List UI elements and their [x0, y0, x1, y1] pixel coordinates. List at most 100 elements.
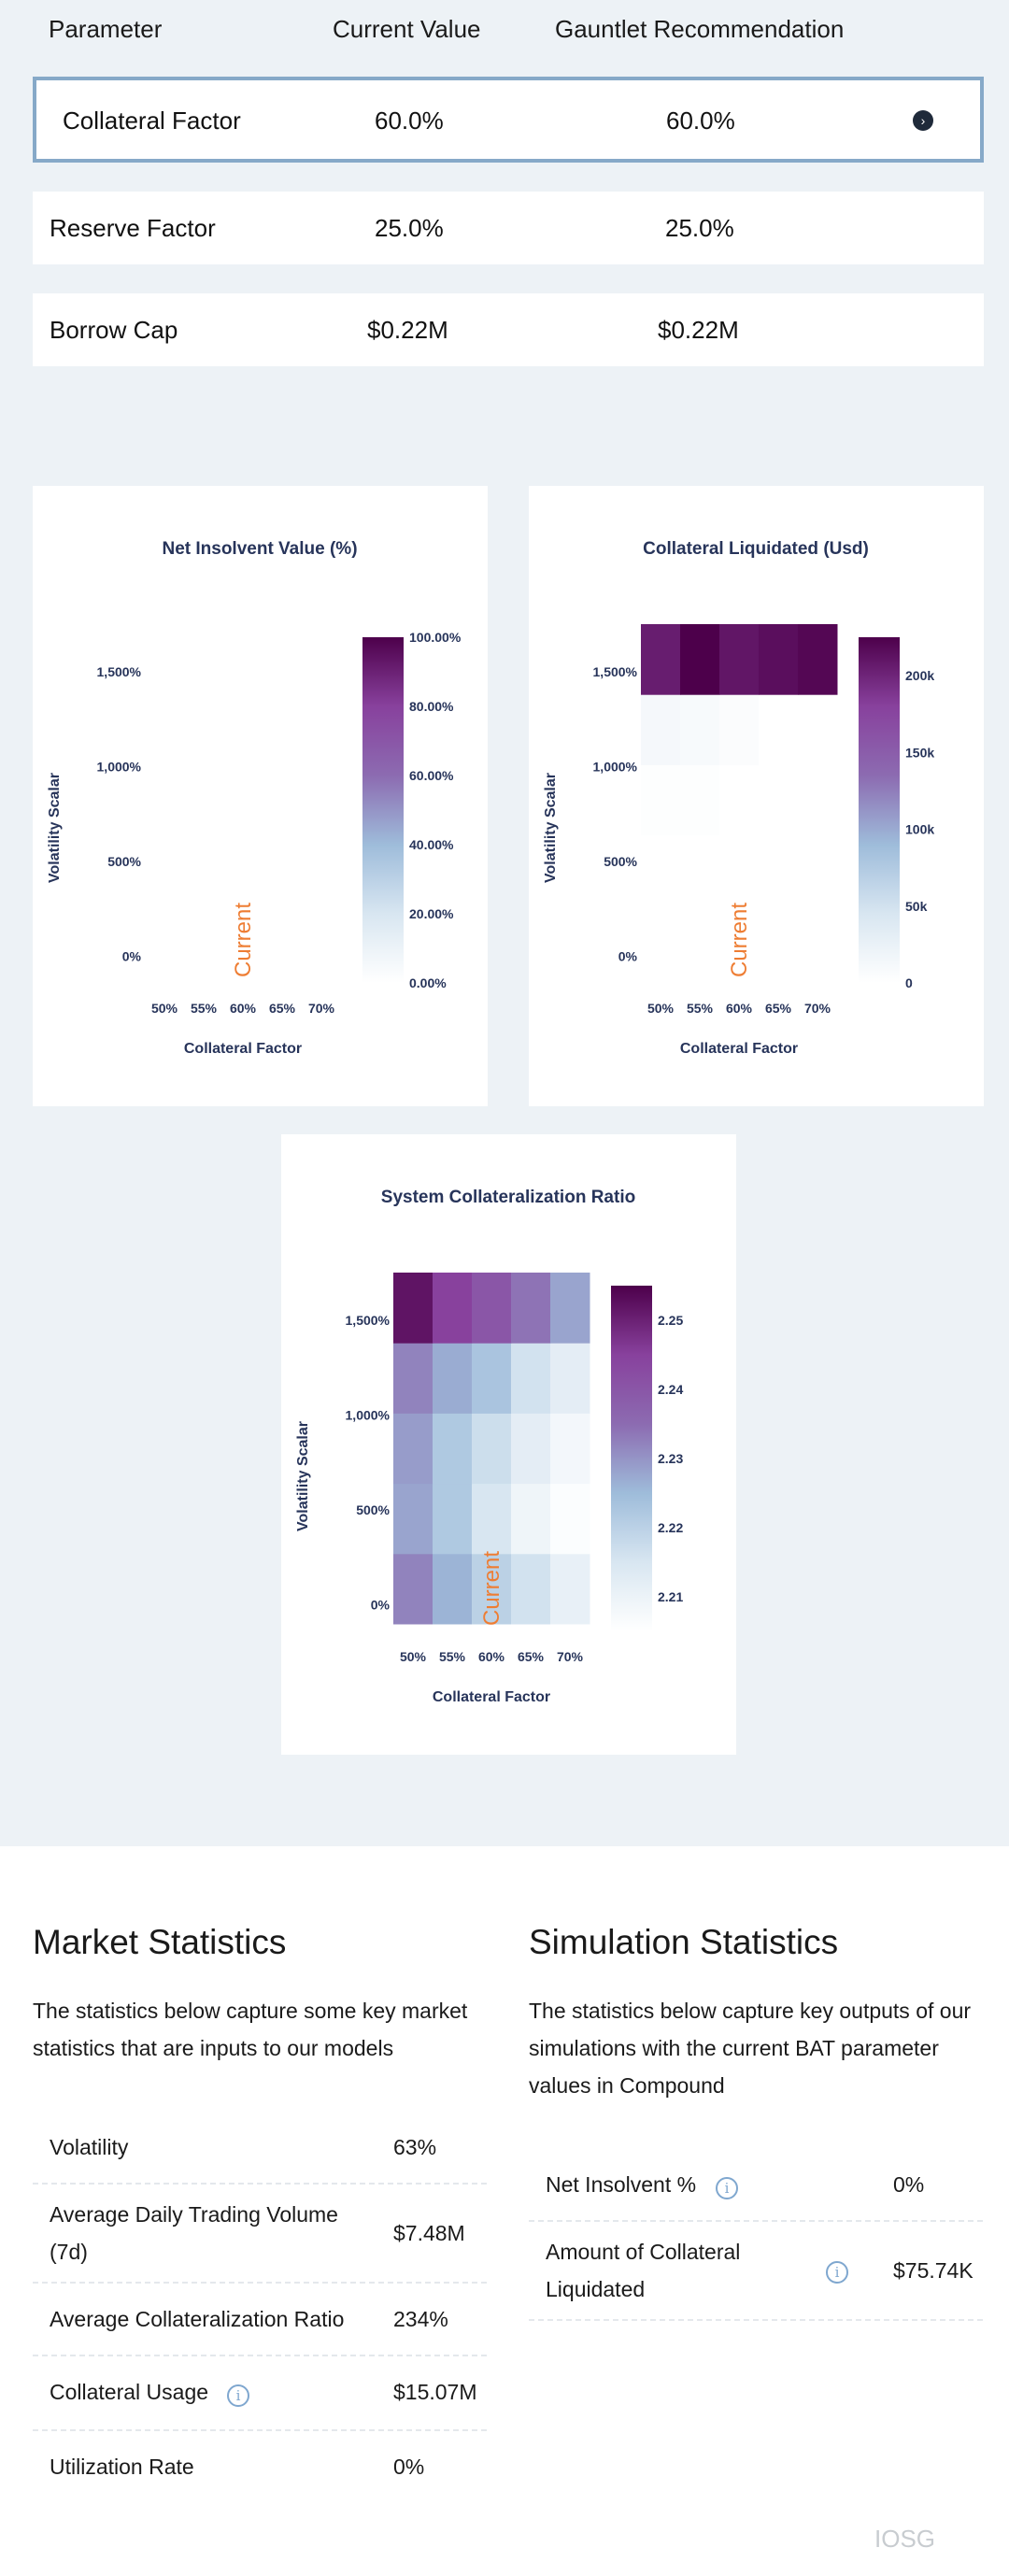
x-tick-label: 60%: [478, 1649, 505, 1664]
colorbar-tick-label: 2.21: [658, 1589, 683, 1604]
heatmap-cell: [393, 1553, 433, 1625]
stat-label: Average Collateralization Ratio: [50, 2307, 345, 2331]
heatmap-cell: [719, 904, 760, 976]
heatmap-cell: [145, 904, 185, 976]
colorbar: [859, 637, 900, 983]
heatmap-cell: [759, 624, 799, 695]
chart-card-net-insolvent: Net Insolvent Value (%) 50% 55% 60% 65% 70% 0%…: [33, 486, 488, 1106]
stat-label: Volatility: [50, 2135, 129, 2159]
y-tick-label: 500%: [107, 854, 141, 869]
heatmap-cell: [184, 624, 224, 695]
colorbar-tick-label: 2.23: [658, 1451, 683, 1466]
sim-row-collateral-liquidated: Amount of Collateral Liquidated i $75.74…: [529, 2222, 983, 2321]
x-tick-label: 65%: [765, 1001, 792, 1016]
param-row-borrow-cap[interactable]: Borrow Cap $0.22M $0.22M: [33, 293, 984, 366]
x-tick-label: 70%: [308, 1001, 335, 1016]
colorbar-tick-label: 20.00%: [409, 906, 454, 921]
heatmap-cell: [472, 1483, 512, 1555]
y-tick-label: 0%: [122, 949, 142, 964]
heatmap-cell: [393, 1483, 433, 1555]
heatmap-cell: [393, 1413, 433, 1485]
heatmap-cell: [641, 764, 681, 836]
info-icon[interactable]: i: [716, 2177, 738, 2199]
chart-title: System Collateralization Ratio: [381, 1188, 635, 1207]
heatmap-cell: [184, 834, 224, 906]
heatmap-cell: [145, 764, 185, 836]
colorbar: [611, 1286, 652, 1631]
y-axis-label: Volatility Scalar: [295, 1421, 311, 1531]
heatmap-cell: [472, 1343, 512, 1414]
x-tick-label: 70%: [804, 1001, 831, 1016]
x-axis-label: Collateral Factor: [433, 1689, 550, 1705]
heatmap-cell: [472, 1553, 512, 1625]
y-tick-label: 0%: [618, 949, 638, 964]
heatmap-cell: [302, 834, 342, 906]
y-tick-label: 1,000%: [97, 759, 142, 774]
chevron-right-icon[interactable]: ›: [913, 110, 933, 131]
colorbar-tick-label: 100k: [905, 822, 934, 837]
heatmap-cell: [393, 1343, 433, 1414]
x-tick-label: 55%: [439, 1649, 466, 1664]
stat-value: 63%: [393, 2135, 437, 2159]
heatmap-cell: [223, 904, 263, 976]
y-tick-label: 500%: [604, 854, 637, 869]
chart-title: Collateral Liquidated (Usd): [643, 539, 869, 559]
heatmap-cell: [433, 1343, 473, 1414]
simulation-stats-description: The statistics below capture key outputs…: [529, 1999, 972, 2098]
current-annotation: Current: [231, 903, 256, 977]
heatmap-cell: [641, 834, 681, 906]
param-row-reserve-factor[interactable]: Reserve Factor 25.0% 25.0%: [33, 192, 984, 264]
heatmap-cell: [433, 1483, 473, 1555]
param-current: $0.22M: [367, 316, 448, 344]
colorbar-tick-label: 0: [905, 975, 913, 990]
y-tick-label: 1,000%: [346, 1407, 391, 1422]
info-icon[interactable]: i: [227, 2384, 249, 2407]
heatmap-cell: [223, 624, 263, 695]
heatmap-cell: [759, 694, 799, 765]
param-col-header: Parameter: [49, 15, 163, 43]
heatmap-cell: [550, 1483, 590, 1555]
param-row-collateral-factor[interactable]: Collateral Factor 60.0% 60.0% ›: [33, 77, 984, 163]
heatmap-cell: [511, 1273, 551, 1344]
param-table-header: Parameter Current Value Gauntlet Recomme…: [0, 0, 1009, 58]
heatmap-cell: [302, 624, 342, 695]
info-icon[interactable]: i: [826, 2261, 848, 2284]
heatmap-cell: [641, 694, 681, 765]
colorbar-tick-label: 50k: [905, 899, 928, 914]
market-row-trading-volume: Average Daily Trading Volume (7d) $7.48M: [33, 2185, 487, 2284]
colorbar-tick-label: 2.24: [658, 1382, 683, 1397]
stat-label: Utilization Rate: [50, 2455, 194, 2479]
heatmap-cell: [798, 834, 838, 906]
x-tick-label: 70%: [557, 1649, 584, 1664]
heatmap-cell: [680, 834, 720, 906]
market-row-utilization: Utilization Rate 0%: [33, 2431, 487, 2502]
x-tick-label: 65%: [269, 1001, 296, 1016]
sim-row-net-insolvent: Net Insolvent % i 0%: [529, 2147, 983, 2222]
heatmap-cell: [184, 694, 224, 765]
stat-label: Net Insolvent %: [546, 2172, 697, 2197]
heatmap-cell: [798, 694, 838, 765]
heatmap-cell: [223, 764, 263, 836]
colorbar-tick-label: 2.25: [658, 1313, 683, 1328]
x-tick-label: 60%: [726, 1001, 753, 1016]
heatmap-cell: [719, 834, 760, 906]
heatmap-cell: [641, 624, 681, 695]
x-axis-label: Collateral Factor: [680, 1041, 798, 1057]
heatmap-cell: [759, 834, 799, 906]
heatmap-cell: [472, 1273, 512, 1344]
simulation-stats-title: Simulation Statistics: [529, 1923, 839, 1961]
heatmap-cell: [263, 624, 303, 695]
heatmap-cell: [798, 764, 838, 836]
colorbar: [362, 637, 404, 983]
market-row-volatility: Volatility 63%: [33, 2112, 487, 2185]
heatmap-cell: [511, 1343, 551, 1414]
param-name: Borrow Cap: [50, 316, 178, 344]
stat-value: $7.48M: [393, 2221, 465, 2245]
heatmap-cell: [798, 624, 838, 695]
heatmap-cell: [433, 1553, 473, 1625]
heatmap-cell: [550, 1343, 590, 1414]
heatmap-cell: [433, 1273, 473, 1344]
heatmap-cell: [759, 764, 799, 836]
stat-label: Amount of Collateral Liquidated: [546, 2240, 741, 2301]
y-tick-label: 1,000%: [593, 759, 638, 774]
